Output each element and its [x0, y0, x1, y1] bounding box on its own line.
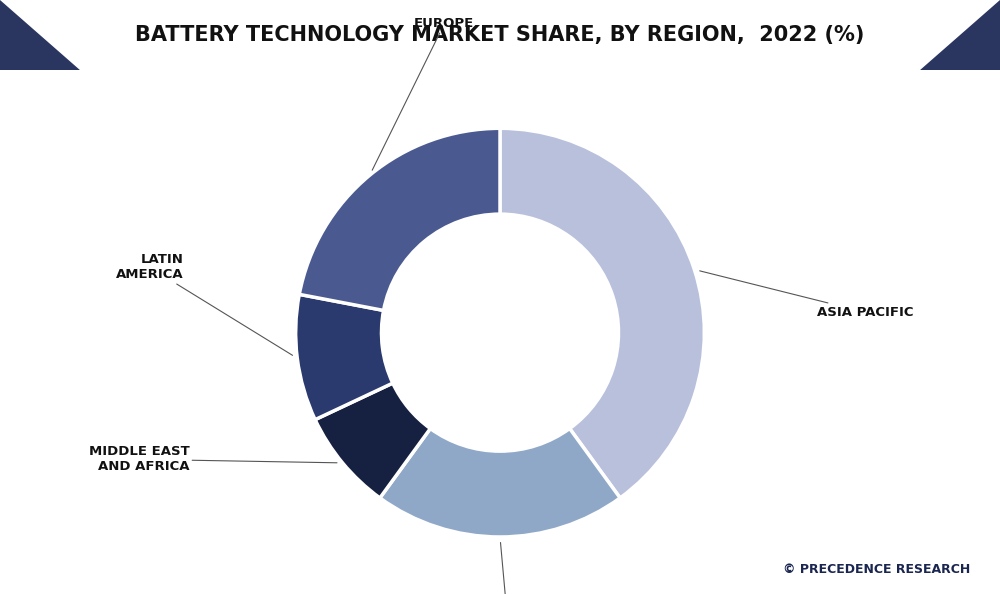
Text: LATIN
AMERICA: LATIN AMERICA: [116, 253, 293, 355]
Wedge shape: [500, 128, 704, 498]
Text: EUROPE: EUROPE: [372, 17, 474, 170]
Text: BATTERY TECHNOLOGY MARKET SHARE, BY REGION,  2022 (%): BATTERY TECHNOLOGY MARKET SHARE, BY REGI…: [135, 25, 865, 45]
Polygon shape: [0, 0, 80, 70]
Wedge shape: [296, 295, 393, 419]
Text: MIDDLE EAST
AND AFRICA: MIDDLE EAST AND AFRICA: [89, 446, 337, 473]
Wedge shape: [380, 428, 620, 537]
Text: © PRECEDENCE RESEARCH: © PRECEDENCE RESEARCH: [783, 563, 970, 576]
Polygon shape: [30, 0, 970, 70]
Polygon shape: [920, 0, 1000, 70]
Text: ASIA PACIFIC: ASIA PACIFIC: [700, 271, 913, 319]
Wedge shape: [315, 383, 430, 498]
Wedge shape: [299, 128, 500, 311]
Text: NORTH AMERICA: NORTH AMERICA: [448, 542, 572, 594]
